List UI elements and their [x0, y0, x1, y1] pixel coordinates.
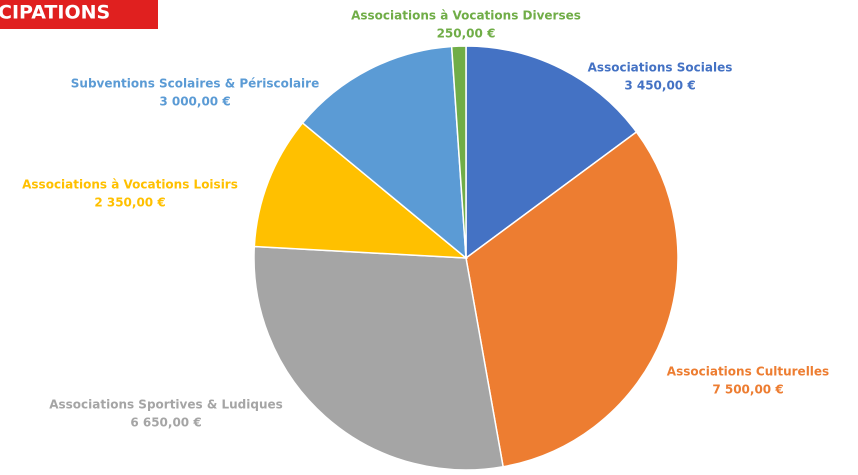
pie-slice — [301, 45, 467, 260]
slice-value: 2 350,00 € — [94, 196, 165, 210]
slice-value: 3 450,00 € — [624, 79, 695, 93]
chart-title: CIPATIONS — [0, 2, 110, 24]
slice-value: 3 000,00 € — [159, 95, 230, 109]
slice-value: 6 650,00 € — [130, 416, 201, 430]
slice-label: Associations Culturelles — [667, 365, 829, 379]
pie-slice — [465, 130, 679, 468]
slice-label: Associations à Vocations Loisirs — [22, 178, 238, 192]
slice-label: Subventions Scolaires & Périscolaire — [71, 77, 319, 91]
slice-label: Associations Sportives & Ludiques — [49, 398, 283, 412]
slice-value: 7 500,00 € — [712, 383, 783, 397]
slice-label: Associations à Vocations Diverses — [351, 9, 581, 23]
pie-slice — [465, 45, 638, 260]
slice-label: Associations Sociales — [588, 61, 733, 75]
pie-slice — [253, 245, 504, 471]
slice-value: 250,00 € — [437, 27, 496, 41]
pie-slice — [450, 45, 467, 259]
pie-slice — [253, 121, 469, 259]
title-box — [0, 0, 158, 29]
